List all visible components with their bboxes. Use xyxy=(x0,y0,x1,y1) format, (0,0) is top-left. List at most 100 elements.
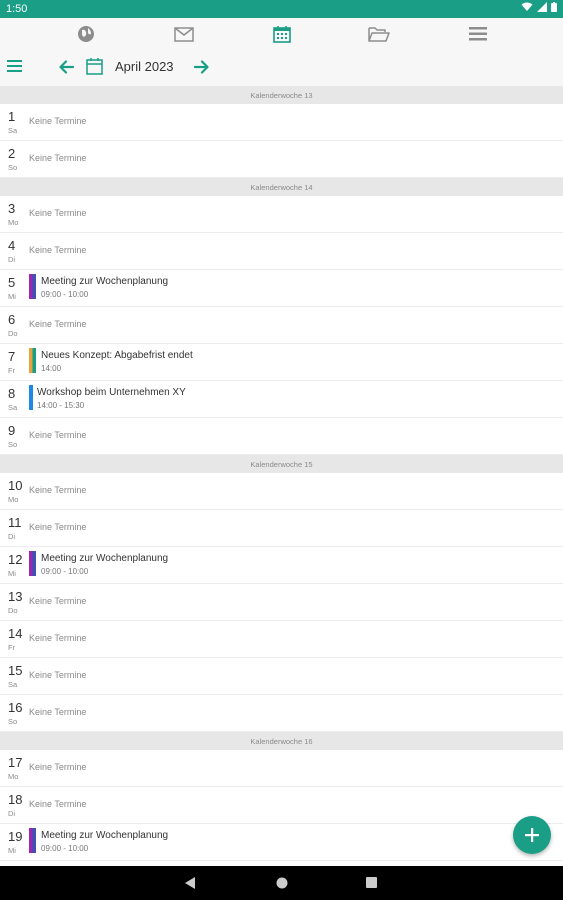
day-number: 18 xyxy=(8,792,23,807)
no-events-label: Keine Termine xyxy=(29,633,87,643)
event-title[interactable]: Meeting zur Wochenplanung xyxy=(41,830,169,841)
weekday-label: Sa xyxy=(8,403,18,412)
day-number: 9 xyxy=(8,423,16,438)
day-row[interactable]: 8 Sa Workshop beim Unternehmen XY 14:00 - 1… xyxy=(0,381,563,418)
day-row[interactable]: 20DoKeine Termine xyxy=(0,861,563,866)
current-month-label[interactable]: April 2023 xyxy=(115,59,174,74)
day-row[interactable]: 18 Di Keine Termine xyxy=(0,787,563,824)
day-number: 8 xyxy=(8,386,16,401)
day-row[interactable]: 5 Mi Meeting zur Wochenplanung 09:00 - 10:0… xyxy=(0,270,563,307)
day-number: 17 xyxy=(8,755,23,770)
event-color-bar xyxy=(29,828,36,853)
event-title[interactable]: Workshop beim Unternehmen XY xyxy=(37,387,186,398)
globe-icon[interactable] xyxy=(75,24,97,44)
weekday-label: Fr xyxy=(8,643,16,652)
no-events-label: Keine Termine xyxy=(29,116,87,126)
week-header: Kalenderwoche 15 xyxy=(0,455,563,473)
day-number: 16 xyxy=(8,700,23,715)
day-row[interactable]: 19 Mi Meeting zur Wochenplanung 09:00 - 10:… xyxy=(0,824,563,861)
status-bar: 1:50 xyxy=(0,0,563,18)
calendar-day-list: Kalenderwoche 13 1 Sa Keine Termine 2 So Keine… xyxy=(0,86,563,866)
weekday-label: Sa xyxy=(8,126,18,135)
weekday-label: Mo xyxy=(8,495,19,504)
day-number: 15 xyxy=(8,663,23,678)
day-row[interactable]: 9 So Keine Termine xyxy=(0,418,563,455)
weekday-label: Mo xyxy=(8,772,19,781)
weekday-label: Mi xyxy=(8,846,16,855)
week-header: Kalenderwoche 14 xyxy=(0,178,563,196)
weekday-label: Mo xyxy=(8,218,19,227)
day-row[interactable]: 17 Mo Keine Termine xyxy=(0,750,563,787)
day-row[interactable]: 16 So Keine Termine xyxy=(0,695,563,732)
weekday-label: Do xyxy=(8,329,18,338)
day-number: 3 xyxy=(8,201,16,216)
day-number: 1 xyxy=(8,109,16,124)
weekday-label: Di xyxy=(8,532,16,541)
no-events-label: Keine Termine xyxy=(29,522,87,532)
day-row[interactable]: 6 Do Keine Termine xyxy=(0,307,563,344)
weekday-label: Mi xyxy=(8,569,16,578)
no-events-label: Keine Termine xyxy=(29,208,87,218)
calendar-toolbar: April 2023 xyxy=(0,50,563,87)
weekday-label: Do xyxy=(8,606,18,615)
weekday-label: Di xyxy=(8,809,16,818)
wifi-icon xyxy=(521,2,533,11)
day-row[interactable]: 11 Di Keine Termine xyxy=(0,510,563,547)
day-row[interactable]: 10 Mo Keine Termine xyxy=(0,473,563,510)
event-color-bar xyxy=(29,551,36,576)
weekday-label: So xyxy=(8,163,18,172)
no-events-label: Keine Termine xyxy=(29,485,87,495)
day-number: 5 xyxy=(8,275,16,290)
weekday-label: Fr xyxy=(8,366,16,375)
plus-icon xyxy=(525,828,539,842)
day-row[interactable]: 2 So Keine Termine xyxy=(0,141,563,178)
day-number: 4 xyxy=(8,238,16,253)
day-number: 14 xyxy=(8,626,23,641)
no-events-label: Keine Termine xyxy=(29,153,87,163)
day-row[interactable]: 7 Fr Neues Konzept: Abgabefrist endet 14:00 xyxy=(0,344,563,381)
no-events-label: Keine Termine xyxy=(29,799,87,809)
day-row[interactable]: 13 Do Keine Termine xyxy=(0,584,563,621)
next-month-arrow-icon[interactable] xyxy=(194,60,209,74)
day-row[interactable]: 14 Fr Keine Termine xyxy=(0,621,563,658)
weekday-label: Mi xyxy=(8,292,16,301)
weekday-label: Sa xyxy=(8,680,18,689)
no-events-label: Keine Termine xyxy=(29,319,87,329)
no-events-label: Keine Termine xyxy=(29,762,87,772)
calendar-icon[interactable] xyxy=(271,24,293,44)
folder-icon[interactable] xyxy=(368,24,390,44)
recents-icon[interactable] xyxy=(366,877,377,888)
menu-icon[interactable] xyxy=(467,24,489,44)
status-time: 1:50 xyxy=(6,3,28,15)
day-row[interactable]: 3 Mo Keine Termine xyxy=(0,196,563,233)
battery-icon xyxy=(551,2,557,12)
month-picker-calendar-icon[interactable] xyxy=(86,57,103,75)
no-events-label: Keine Termine xyxy=(29,245,87,255)
day-number: 6 xyxy=(8,312,16,327)
mail-icon[interactable] xyxy=(173,24,195,44)
hamburger-menu-icon[interactable] xyxy=(7,60,22,72)
week-header: Kalenderwoche 13 xyxy=(0,86,563,104)
week-header: Kalenderwoche 16 xyxy=(0,732,563,750)
event-time: 14:00 xyxy=(41,364,62,373)
event-color-bar xyxy=(29,348,36,373)
event-time: 09:00 - 10:00 xyxy=(41,290,89,299)
day-row[interactable]: 4 Di Keine Termine xyxy=(0,233,563,270)
system-navigation-bar xyxy=(0,866,563,900)
day-row[interactable]: 1 Sa Keine Termine xyxy=(0,104,563,141)
day-row[interactable]: 15 Sa Keine Termine xyxy=(0,658,563,695)
event-title[interactable]: Meeting zur Wochenplanung xyxy=(41,553,169,564)
home-icon[interactable] xyxy=(276,877,288,889)
add-event-button[interactable] xyxy=(513,816,551,854)
no-events-label: Keine Termine xyxy=(29,670,87,680)
day-row[interactable]: 12 Mi Meeting zur Wochenplanung 09:00 - 10:… xyxy=(0,547,563,584)
weekday-label: So xyxy=(8,440,18,449)
day-number: 2 xyxy=(8,146,16,161)
event-title[interactable]: Neues Konzept: Abgabefrist endet xyxy=(41,350,193,361)
event-color-bar xyxy=(29,274,36,299)
signal-icon xyxy=(537,2,547,12)
back-icon[interactable] xyxy=(185,877,196,889)
previous-month-arrow-icon[interactable] xyxy=(59,60,74,74)
event-title[interactable]: Meeting zur Wochenplanung xyxy=(41,276,169,287)
top-navigation xyxy=(0,18,563,50)
